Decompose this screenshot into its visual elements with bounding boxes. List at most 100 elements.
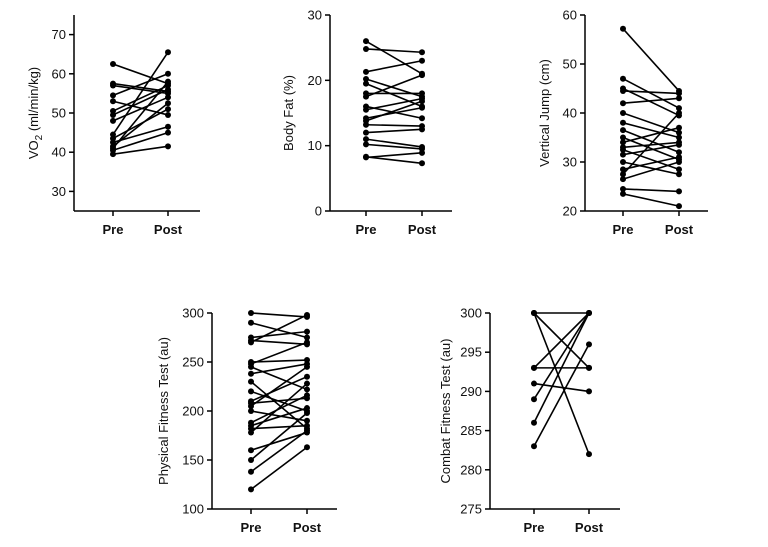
post-point-11 (419, 98, 425, 105)
y-tick-label: 40 (563, 106, 577, 121)
paired-line-5 (365, 82, 423, 108)
y-tick-label: 20 (308, 73, 322, 88)
pre-point-18 (620, 185, 626, 192)
y-tick-label: 50 (52, 106, 66, 121)
pre-point-4 (363, 76, 369, 83)
post-point-10 (419, 104, 425, 111)
pre-point-8 (110, 117, 116, 124)
paired-line-14 (250, 366, 308, 407)
paired-line-17 (365, 152, 423, 159)
paired-line-17 (622, 161, 680, 180)
chart-panel-2: 0 10 20 30 Pre Post Body Fat (%) (281, 8, 452, 237)
pre-point-9 (363, 106, 369, 113)
pre-point-5 (110, 98, 116, 105)
post-point-7 (304, 339, 310, 346)
post-point-8 (676, 149, 682, 156)
pre-point-8 (248, 363, 254, 370)
pre-point-2 (248, 319, 254, 326)
pre-point-7 (620, 119, 626, 126)
paired-line-3 (622, 87, 680, 117)
paired-line-9 (112, 51, 169, 136)
y-tick-label: 290 (460, 384, 482, 399)
post-point-22 (304, 427, 310, 434)
paired-line-9 (365, 97, 423, 111)
pre-point-10 (620, 139, 626, 146)
post-point-6 (419, 90, 425, 97)
y-axis-title: Combat Fitness Test (au) (438, 339, 453, 484)
pre-point-3 (531, 310, 537, 316)
post-point-5 (165, 111, 171, 118)
post-point-8 (419, 115, 425, 122)
paired-line-15 (250, 410, 308, 422)
post-point-2 (676, 105, 682, 112)
x-tick-label-pre: Pre (524, 520, 545, 535)
pre-point-14 (110, 151, 116, 158)
pre-point-15 (248, 408, 254, 414)
y-tick-label: 100 (182, 502, 204, 517)
paired-line-14 (365, 138, 423, 148)
post-point-7 (419, 72, 425, 79)
post-point-9 (165, 49, 171, 56)
x-tick-label-pre: Pre (356, 222, 377, 237)
post-point-16 (676, 110, 682, 116)
paired-line-9 (622, 136, 680, 161)
pre-point-1 (248, 310, 254, 316)
paired-line-8 (112, 96, 169, 122)
post-point-2 (419, 49, 425, 56)
post-point-18 (676, 188, 682, 195)
y-tick-label: 30 (563, 155, 577, 170)
pre-point-7 (531, 396, 537, 403)
paired-line-19 (250, 382, 308, 434)
paired-line-15 (365, 143, 423, 150)
paired-line-6 (112, 84, 169, 112)
post-point-15 (304, 417, 310, 424)
pre-point-6 (531, 380, 537, 387)
pre-point-23 (248, 486, 254, 493)
post-point-17 (676, 159, 682, 165)
paired-line-3 (250, 330, 308, 339)
post-point-6 (676, 129, 682, 136)
paired-line-2 (250, 322, 308, 339)
post-point-8 (165, 94, 171, 101)
post-point-5 (304, 311, 310, 318)
pre-point-10 (248, 378, 254, 385)
paired-line-6 (250, 359, 308, 363)
paired-line-9 (533, 343, 590, 447)
chart-panel-5: 275 280 285 290 295 300 Pre Post Combat Fitness … (438, 306, 620, 535)
y-axis-title: Physical Fitness Test (au) (156, 337, 171, 485)
paired-line-13 (365, 128, 423, 134)
pre-point-15 (620, 166, 626, 173)
pre-point-5 (248, 339, 254, 346)
y-tick-label: 300 (182, 306, 204, 321)
paired-line-16 (622, 112, 680, 175)
y-axis-title-unit: (ml/min/kg) (26, 67, 41, 135)
pre-point-6 (620, 110, 626, 116)
post-point-13 (676, 141, 682, 148)
y-axis-title-subscript: 2 (34, 134, 45, 140)
paired-line-7 (365, 74, 423, 98)
paired-line-9 (250, 363, 308, 375)
post-point-14 (165, 143, 171, 150)
paired-line-5 (622, 97, 680, 104)
paired-line-1 (365, 40, 423, 75)
post-point-12 (676, 166, 682, 173)
post-point-11 (165, 123, 171, 130)
post-point-14 (676, 171, 682, 178)
chart-panel-1: 30 40 50 60 70 Pre Post VO2 (ml/min/kg) (26, 15, 200, 237)
post-point-3 (419, 57, 425, 64)
post-point-5 (676, 95, 682, 102)
chart-panel-4: 100 150 200 250 300 Pre Post Physical Fitness T… (156, 306, 337, 535)
paired-line-7 (622, 122, 680, 139)
pre-point-14 (248, 403, 254, 410)
paired-line-3 (533, 312, 590, 455)
pre-point-13 (620, 151, 626, 158)
post-point-17 (304, 405, 310, 412)
paired-line-15 (622, 156, 680, 171)
pre-point-9 (620, 134, 626, 141)
y-axis-title: Vertical Jump (cm) (537, 59, 552, 167)
paired-line-13 (112, 131, 169, 152)
x-tick-label-post: Post (408, 222, 437, 237)
pre-point-5 (363, 80, 369, 87)
pre-point-16 (620, 171, 626, 178)
